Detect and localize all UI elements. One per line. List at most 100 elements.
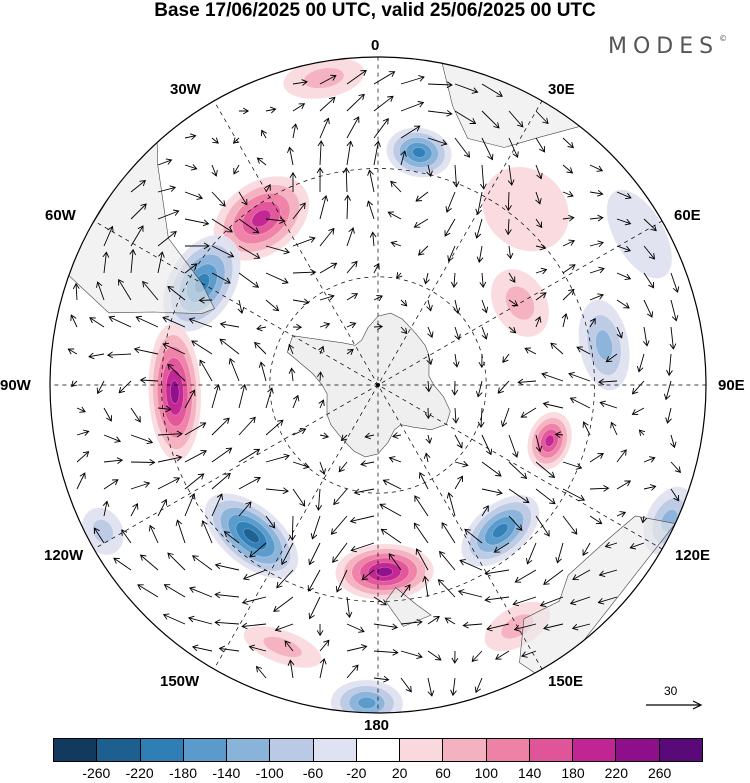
wind-vector xyxy=(184,492,196,517)
wind-vector xyxy=(157,430,183,438)
wind-vector xyxy=(665,407,672,424)
wind-vector xyxy=(484,569,510,577)
colorbar-swatch xyxy=(270,739,314,761)
wind-vector xyxy=(520,407,537,418)
wind-vector xyxy=(670,299,679,322)
wind-vector xyxy=(265,272,289,284)
wind-vector xyxy=(167,363,186,382)
wind-vector xyxy=(629,542,645,550)
wind-vector xyxy=(505,218,512,236)
wind-vector xyxy=(218,645,240,653)
wind-vector xyxy=(281,542,294,566)
latitude-circle xyxy=(269,276,487,494)
wind-vector xyxy=(188,317,213,328)
wind-vector xyxy=(670,272,680,293)
wind-vector xyxy=(535,218,543,229)
wind-vector xyxy=(427,616,440,625)
wind-vector xyxy=(238,218,260,234)
wind-vector xyxy=(201,520,213,544)
wind-vector xyxy=(223,531,240,544)
wind-vector xyxy=(400,125,421,139)
wind-vector xyxy=(346,260,358,274)
wind-vector xyxy=(500,407,510,428)
wind-vector xyxy=(459,559,483,571)
wind-vector xyxy=(70,314,78,328)
wind-vector xyxy=(103,434,122,443)
wind-vector xyxy=(342,167,350,193)
wind-vector xyxy=(353,488,375,496)
anomaly-blob xyxy=(386,127,452,178)
wind-vector xyxy=(157,454,183,463)
wind-vector xyxy=(319,432,330,440)
wind-vector xyxy=(211,493,223,517)
wind-vector xyxy=(292,103,306,112)
wind-vector xyxy=(292,268,317,276)
wind-vector xyxy=(261,129,267,139)
wind-vector xyxy=(96,380,105,395)
wind-vector xyxy=(256,157,267,166)
wind-vector xyxy=(289,171,297,192)
colorbar-swatch xyxy=(313,739,357,761)
wind-vector xyxy=(265,299,280,312)
wind-vector xyxy=(390,180,402,193)
wind-vector xyxy=(616,299,630,309)
graticule xyxy=(50,57,706,713)
wind-vector xyxy=(265,245,290,255)
wind-vector xyxy=(373,596,387,606)
wind-vector xyxy=(475,380,483,398)
wind-vector xyxy=(422,575,429,598)
wind-vector xyxy=(319,461,326,475)
wind-vector xyxy=(319,293,335,301)
colorbar-swatch xyxy=(573,739,617,761)
wind-vector xyxy=(373,323,384,331)
wind-vector xyxy=(133,346,159,355)
colorbar-tick-label: 100 xyxy=(474,765,499,781)
wind-vector xyxy=(346,227,355,247)
wind-vector xyxy=(427,326,434,339)
wind-vector xyxy=(426,299,433,312)
wind-vector xyxy=(631,407,645,415)
wind-vector xyxy=(475,191,483,216)
wind-vector xyxy=(640,515,647,524)
colorbar-tick-label: 180 xyxy=(561,765,585,781)
lon-label-150w: 150W xyxy=(160,673,200,690)
wind-vector xyxy=(380,528,402,544)
wind-vector xyxy=(344,194,351,220)
wind-vector xyxy=(373,95,394,112)
wind-vector xyxy=(265,106,277,114)
wind-vector xyxy=(535,243,547,251)
wind-vector xyxy=(333,488,348,506)
wind-vector xyxy=(162,316,186,328)
wind-vector xyxy=(604,541,618,549)
wind-vector xyxy=(135,315,159,328)
wind-vector xyxy=(582,421,591,436)
wind-vector xyxy=(452,407,460,424)
wind-vector xyxy=(454,137,471,158)
wind-vector xyxy=(318,345,325,355)
colorbar-swatch xyxy=(616,739,660,761)
wind-vector xyxy=(451,380,459,396)
wind-vector xyxy=(319,117,330,139)
wind-vector xyxy=(481,461,502,477)
wind-vector xyxy=(598,378,618,386)
wind-vector xyxy=(481,488,503,496)
colorbar-tick-label: -140 xyxy=(212,765,241,781)
wind-vector xyxy=(219,338,240,355)
wind-vector xyxy=(113,557,132,571)
wind-vector xyxy=(316,623,324,637)
wind-vector xyxy=(361,569,375,581)
wind-vector xyxy=(238,501,252,517)
wind-vector xyxy=(265,217,286,224)
wind-vector xyxy=(493,542,510,553)
wind-vector xyxy=(307,569,321,592)
wind-vector xyxy=(582,542,591,556)
wind-vector xyxy=(481,326,488,340)
wind-vector xyxy=(265,487,289,495)
wind-vector xyxy=(157,158,173,166)
wind-vector xyxy=(130,179,146,193)
wind-vector xyxy=(542,401,564,409)
wind-vectors xyxy=(67,69,681,697)
wind-vector xyxy=(481,299,489,314)
wind-vector xyxy=(400,677,412,693)
colorbar-swatch xyxy=(97,739,141,761)
